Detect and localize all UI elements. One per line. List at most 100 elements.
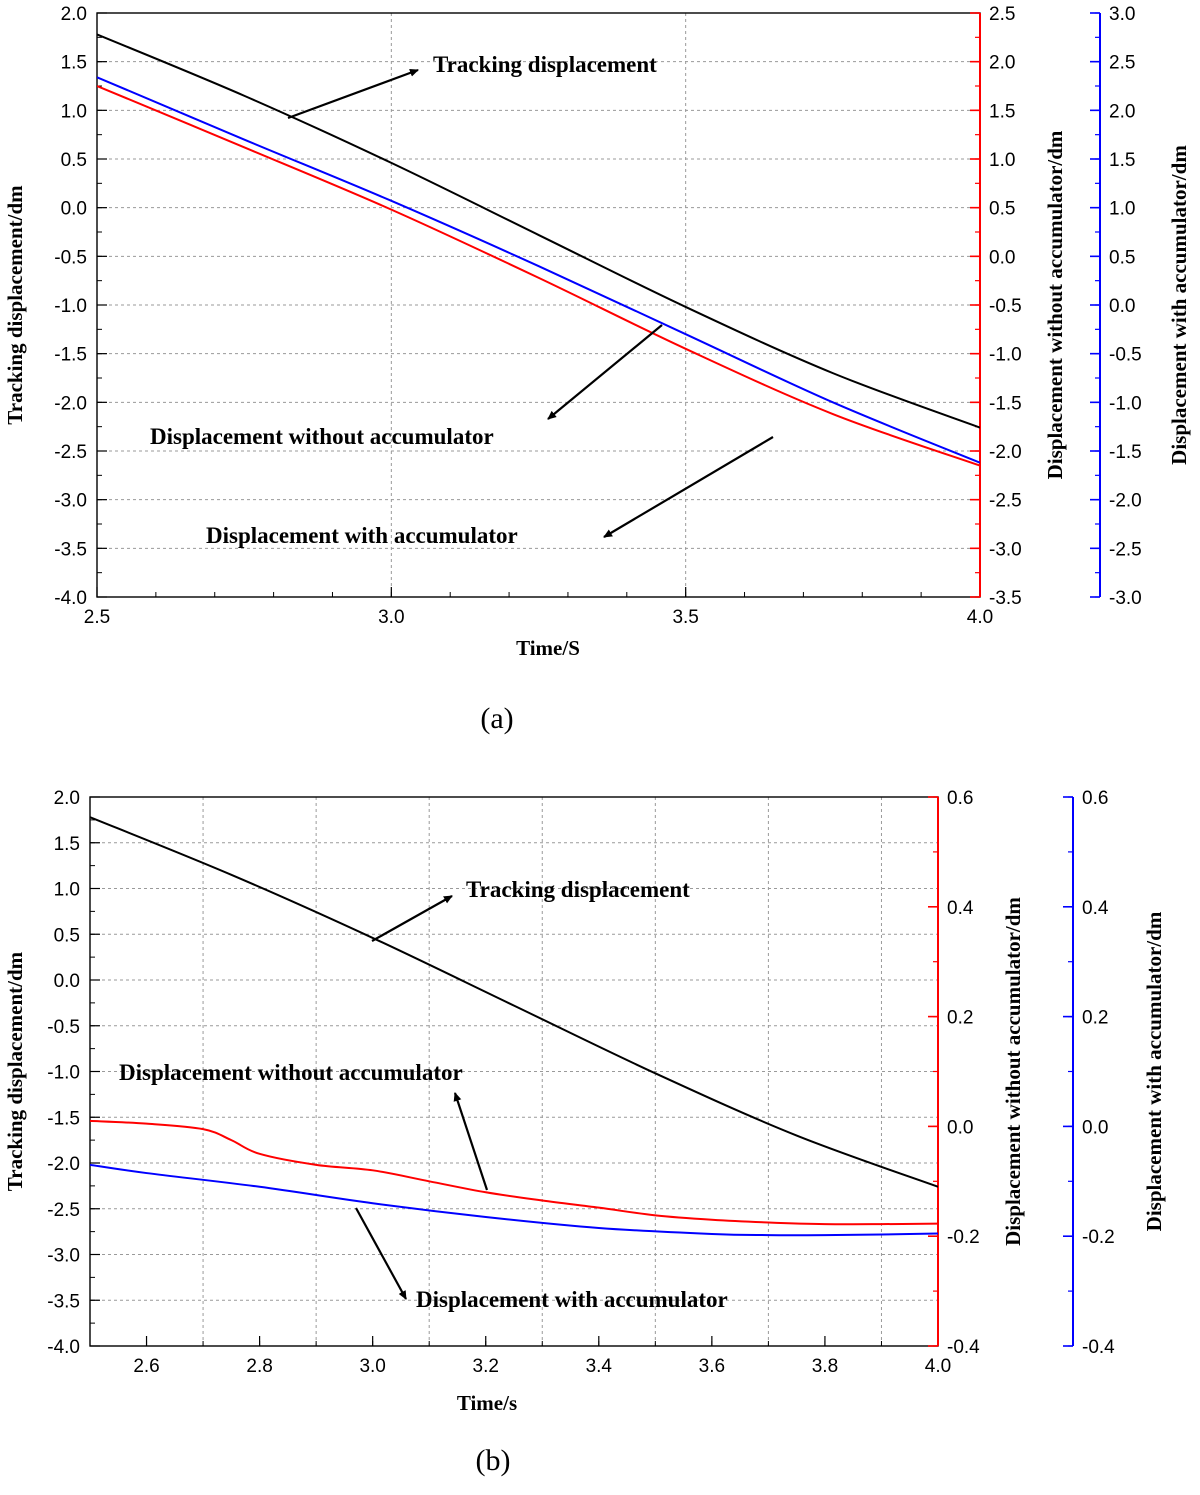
series-line-displacement-without-accumulator bbox=[97, 85, 980, 467]
y-right1-tick-label: -2.0 bbox=[989, 442, 1022, 463]
annotation: Displacement with accumulator bbox=[206, 436, 774, 548]
y-left-tick-label: -3.5 bbox=[47, 1291, 80, 1312]
y-right2-tick-label: 2.0 bbox=[1109, 101, 1135, 122]
y-right1-tick-label: 1.0 bbox=[989, 150, 1015, 171]
x-tick-label: 2.6 bbox=[133, 1356, 159, 1377]
x-tick-label: 3.8 bbox=[812, 1356, 838, 1377]
panel-caption: (b) bbox=[476, 1444, 511, 1477]
annotation-arrow bbox=[603, 436, 774, 538]
x-tick-label: 2.5 bbox=[84, 607, 110, 628]
annotation-arrow bbox=[371, 895, 453, 942]
annotation-arrow bbox=[453, 1092, 489, 1191]
y-right1-tick-label: -2.5 bbox=[989, 491, 1022, 512]
y-right1-tick-label: 2.0 bbox=[989, 53, 1015, 74]
annotation: Tracking displacement bbox=[371, 877, 690, 942]
annotation-arrow bbox=[547, 324, 663, 420]
y-left-tick-label: 1.0 bbox=[54, 880, 80, 901]
y-left-tick-label: 2.0 bbox=[54, 788, 80, 809]
annotation: Displacement without accumulator bbox=[119, 1060, 489, 1191]
y-left-tick-label: 0.0 bbox=[54, 971, 80, 992]
y-right2-tick-label: 1.0 bbox=[1109, 199, 1135, 220]
y-right2-tick-label: -0.5 bbox=[1109, 345, 1142, 366]
y-axis-right2-label: Displacement with accumulator/dm bbox=[1142, 911, 1166, 1231]
y-axis-right2: -3.0 -2.5 -2.0 -1.5 -1.0 -0.5 0.0 0.5 1.0 1.5 2.0 2… bbox=[1090, 4, 1191, 609]
y-right2-tick-label: 0.0 bbox=[1109, 296, 1135, 317]
annotation-label: Displacement without accumulator bbox=[150, 424, 494, 449]
y-left-tick-label: -3.0 bbox=[47, 1246, 80, 1267]
y-left-tick-label: -3.5 bbox=[54, 539, 87, 560]
series-line-tracking-displacement bbox=[90, 816, 938, 1188]
y-right2-tick-label: -0.4 bbox=[1082, 1337, 1115, 1358]
annotation-arrow bbox=[355, 1207, 407, 1300]
y-left-tick-label: -3.0 bbox=[54, 491, 87, 512]
x-axis: 2.6 2.8 3.0 3.2 3.4 3.6 3.8 4.0 bbox=[89, 1336, 951, 1377]
y-right2-tick-label: 0.2 bbox=[1082, 1008, 1108, 1029]
x-tick-label: 3.0 bbox=[359, 1356, 385, 1377]
annotation: Tracking displacement bbox=[287, 52, 657, 120]
y-right1-tick-label: 1.5 bbox=[989, 101, 1015, 122]
y-left-tick-label: -4.0 bbox=[47, 1337, 80, 1358]
y-right1-tick-label: 0.4 bbox=[947, 898, 974, 919]
series-line-tracking-displacement bbox=[97, 33, 980, 429]
y-axis-left: -4.0 -3.5 -3.0 -2.5 -2.0 -1.5 -1.0 -0.5 0.0 0.5 1.… bbox=[54, 4, 107, 609]
y-right1-tick-label: 0.0 bbox=[947, 1117, 973, 1138]
y-left-tick-label: 1.5 bbox=[61, 53, 87, 74]
annotation-label: Displacement with accumulator bbox=[206, 523, 518, 548]
y-left-tick-label: -2.0 bbox=[54, 393, 87, 414]
y-right1-tick-label: -1.0 bbox=[989, 345, 1022, 366]
x-tick-label: 3.4 bbox=[586, 1356, 613, 1377]
y-right2-tick-label: -1.5 bbox=[1109, 442, 1142, 463]
x-tick-label: 2.8 bbox=[246, 1356, 272, 1377]
series-line-displacement-without-accumulator bbox=[90, 1119, 938, 1226]
y-right1-tick-label: -3.0 bbox=[989, 539, 1022, 560]
y-right2-tick-label: -3.0 bbox=[1109, 588, 1142, 609]
y-axis-right1: -3.5 -3.0 -2.5 -2.0 -1.5 -1.0 -0.5 0.0 0.5 1.0 1.5… bbox=[970, 4, 1067, 609]
x-axis-label: Time/s bbox=[457, 1391, 517, 1415]
panel-caption: (a) bbox=[480, 702, 513, 735]
y-right1-tick-label: -3.5 bbox=[989, 588, 1022, 609]
y-axis-left: -4.0 -3.5 -3.0 -2.5 -2.0 -1.5 -1.0 -0.5 0.0 0.5 1.… bbox=[47, 788, 100, 1358]
y-right2-tick-label: 0.4 bbox=[1082, 898, 1109, 919]
y-right2-tick-label: -2.0 bbox=[1109, 491, 1142, 512]
y-right1-tick-label: 0.5 bbox=[989, 199, 1015, 220]
x-tick-label: 3.6 bbox=[699, 1356, 725, 1377]
chart-panel-a: 2.5 3.0 3.5 4.0 Time/S -4.0 -3.5 -3.0 -2.5 -2.0 -1… bbox=[3, 4, 1191, 735]
y-right1-tick-label: -1.5 bbox=[989, 393, 1022, 414]
y-axis-right2: -0.4 -0.2 0.0 0.2 0.4 0.6 Displacement with ac… bbox=[1063, 788, 1166, 1358]
y-left-tick-label: -1.0 bbox=[54, 296, 87, 317]
y-right2-tick-label: -2.5 bbox=[1109, 539, 1142, 560]
y-left-tick-label: 1.5 bbox=[54, 834, 80, 855]
y-right1-tick-label: -0.2 bbox=[947, 1227, 980, 1248]
y-right2-tick-label: -1.0 bbox=[1109, 393, 1142, 414]
y-right1-tick-label: 2.5 bbox=[989, 4, 1015, 25]
y-right2-tick-label: 0.5 bbox=[1109, 247, 1135, 268]
y-left-tick-label: -4.0 bbox=[54, 588, 87, 609]
annotation: Displacement with accumulator bbox=[355, 1207, 728, 1312]
annotation-label: Displacement without accumulator bbox=[119, 1060, 463, 1085]
y-left-tick-label: 1.0 bbox=[61, 101, 87, 122]
x-tick-label: 4.0 bbox=[925, 1356, 951, 1377]
y-left-tick-label: -2.5 bbox=[47, 1200, 80, 1221]
grid bbox=[90, 797, 938, 1346]
y-right1-tick-label: -0.4 bbox=[947, 1337, 980, 1358]
annotation-label: Tracking displacement bbox=[466, 877, 690, 902]
y-right2-tick-label: 2.5 bbox=[1109, 53, 1135, 74]
chart-panel-b: 2.6 2.8 3.0 3.2 3.4 3.6 3.8 4.0 Time/s -4.0 -3.5 -3… bbox=[3, 788, 1166, 1477]
y-left-tick-label: 2.0 bbox=[61, 4, 87, 25]
series-line-displacement-with-accumulator bbox=[90, 1163, 938, 1237]
y-left-tick-label: -0.5 bbox=[54, 247, 87, 268]
grid bbox=[97, 13, 980, 597]
y-left-tick-label: -2.0 bbox=[47, 1154, 80, 1175]
y-left-tick-label: -0.5 bbox=[47, 1017, 80, 1038]
x-axis-label: Time/S bbox=[516, 636, 580, 660]
y-left-tick-label: -2.5 bbox=[54, 442, 87, 463]
y-axis-right1: -0.4 -0.2 0.0 0.2 0.4 0.6 Displacement without… bbox=[928, 788, 1025, 1358]
y-left-tick-label: -1.5 bbox=[54, 345, 87, 366]
x-axis: 2.5 3.0 3.5 4.0 bbox=[84, 587, 993, 628]
y-right2-tick-label: 0.6 bbox=[1082, 788, 1108, 809]
y-left-tick-label: 0.5 bbox=[54, 925, 80, 946]
x-tick-label: 3.0 bbox=[378, 607, 404, 628]
x-tick-label: 3.2 bbox=[473, 1356, 499, 1377]
y-axis-right1-label: Displacement without accumulator/dm bbox=[1043, 130, 1067, 479]
